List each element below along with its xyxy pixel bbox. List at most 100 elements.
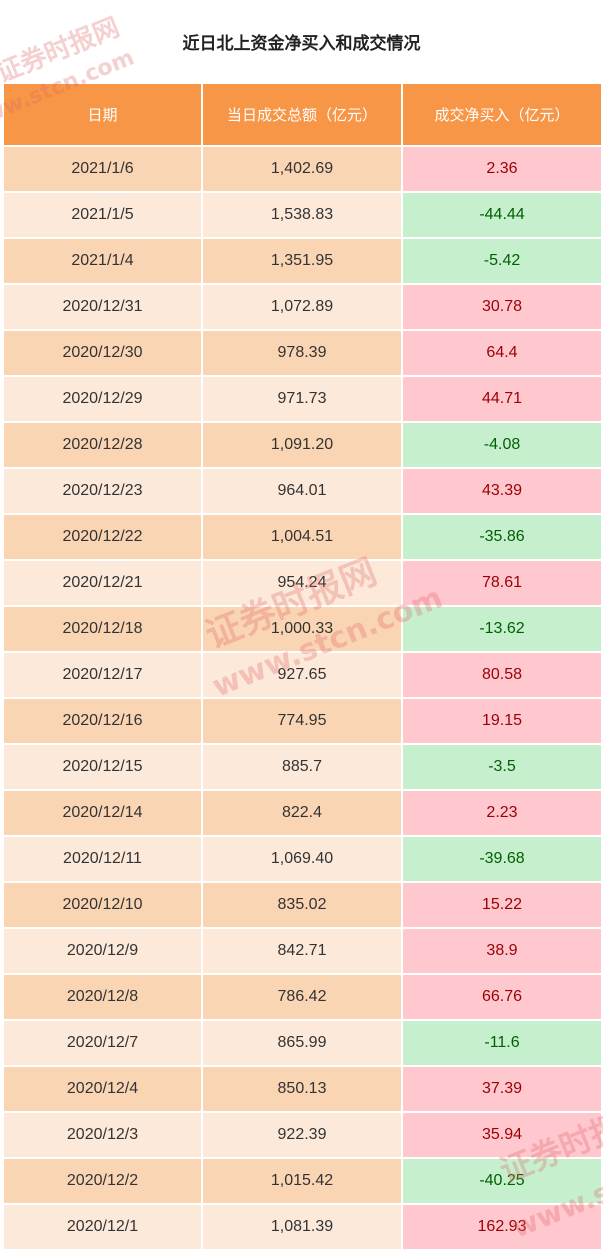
cell-net-buy: 162.93 [401,1203,603,1251]
table-row: 2020/12/11 1,069.40 -39.68 [2,835,603,883]
cell-total-turnover: 1,081.39 [201,1203,403,1251]
table-row: 2021/1/6 1,402.69 2.36 [2,145,603,193]
table-row: 2020/12/3 922.39 35.94 [2,1111,603,1159]
cell-total-turnover: 885.7 [201,743,403,791]
cell-net-buy: 2.36 [401,145,603,193]
cell-date: 2020/12/22 [2,513,203,561]
table-row: 2020/12/1 1,081.39 162.93 [2,1203,603,1251]
cell-date: 2020/12/14 [2,789,203,837]
cell-net-buy: 44.71 [401,375,603,423]
northbound-funds-table: 日期 当日成交总额（亿元） 成交净买入（亿元） 2021/1/6 1,402.69… [2,82,603,1251]
cell-date: 2020/12/28 [2,421,203,469]
cell-net-buy: -35.86 [401,513,603,561]
cell-total-turnover: 1,004.51 [201,513,403,561]
cell-date: 2020/12/9 [2,927,203,975]
header-date: 日期 [2,82,203,147]
cell-date: 2020/12/23 [2,467,203,515]
cell-total-turnover: 850.13 [201,1065,403,1113]
cell-total-turnover: 1,402.69 [201,145,403,193]
table-row: 2020/12/9 842.71 38.9 [2,927,603,975]
cell-net-buy: 43.39 [401,467,603,515]
cell-total-turnover: 954.24 [201,559,403,607]
cell-total-turnover: 774.95 [201,697,403,745]
cell-total-turnover: 927.65 [201,651,403,699]
cell-net-buy: -40.25 [401,1157,603,1205]
cell-total-turnover: 865.99 [201,1019,403,1067]
cell-net-buy: -39.68 [401,835,603,883]
cell-total-turnover: 922.39 [201,1111,403,1159]
cell-total-turnover: 1,069.40 [201,835,403,883]
cell-total-turnover: 1,091.20 [201,421,403,469]
cell-net-buy: 64.4 [401,329,603,377]
table-row: 2020/12/8 786.42 66.76 [2,973,603,1021]
cell-net-buy: 35.94 [401,1111,603,1159]
cell-date: 2020/12/30 [2,329,203,377]
cell-total-turnover: 1,000.33 [201,605,403,653]
cell-date: 2020/12/8 [2,973,203,1021]
cell-date: 2020/12/15 [2,743,203,791]
cell-date: 2020/12/17 [2,651,203,699]
cell-date: 2020/12/4 [2,1065,203,1113]
cell-net-buy: 15.22 [401,881,603,929]
cell-net-buy: 66.76 [401,973,603,1021]
cell-net-buy: 2.23 [401,789,603,837]
cell-date: 2020/12/2 [2,1157,203,1205]
cell-net-buy: -13.62 [401,605,603,653]
table-row: 2020/12/4 850.13 37.39 [2,1065,603,1113]
table-title: 近日北上资金净买入和成交情况 [182,33,421,54]
cell-net-buy: -4.08 [401,421,603,469]
cell-date: 2020/12/18 [2,605,203,653]
cell-net-buy: -3.5 [401,743,603,791]
table-row: 2020/12/14 822.4 2.23 [2,789,603,837]
cell-total-turnover: 1,351.95 [201,237,403,285]
cell-date: 2020/12/31 [2,283,203,331]
header-row: 日期 当日成交总额（亿元） 成交净买入（亿元） [2,82,603,147]
cell-net-buy: 19.15 [401,697,603,745]
table-row: 2020/12/30 978.39 64.4 [2,329,603,377]
table-row: 2020/12/23 964.01 43.39 [2,467,603,515]
cell-total-turnover: 822.4 [201,789,403,837]
cell-net-buy: 37.39 [401,1065,603,1113]
cell-total-turnover: 1,538.83 [201,191,403,239]
table-row: 2020/12/7 865.99 -11.6 [2,1019,603,1067]
cell-date: 2020/12/21 [2,559,203,607]
table-row: 2020/12/10 835.02 15.22 [2,881,603,929]
cell-net-buy: 30.78 [401,283,603,331]
cell-date: 2020/12/1 [2,1203,203,1251]
cell-total-turnover: 1,072.89 [201,283,403,331]
cell-date: 2021/1/5 [2,191,203,239]
cell-total-turnover: 978.39 [201,329,403,377]
cell-net-buy: 78.61 [401,559,603,607]
table-row: 2020/12/29 971.73 44.71 [2,375,603,423]
cell-date: 2020/12/7 [2,1019,203,1067]
cell-date: 2020/12/11 [2,835,203,883]
cell-net-buy: 80.58 [401,651,603,699]
table-row: 2021/1/5 1,538.83 -44.44 [2,191,603,239]
cell-net-buy: -5.42 [401,237,603,285]
cell-total-turnover: 1,015.42 [201,1157,403,1205]
table-row: 2020/12/22 1,004.51 -35.86 [2,513,603,561]
header-total-turnover: 当日成交总额（亿元） [201,82,403,147]
table-row: 2020/12/18 1,000.33 -13.62 [2,605,603,653]
table-row: 2020/12/15 885.7 -3.5 [2,743,603,791]
table-row: 2021/1/4 1,351.95 -5.42 [2,237,603,285]
cell-total-turnover: 964.01 [201,467,403,515]
cell-total-turnover: 835.02 [201,881,403,929]
table-row: 2020/12/31 1,072.89 30.78 [2,283,603,331]
table-row: 2020/12/21 954.24 78.61 [2,559,603,607]
cell-date: 2020/12/29 [2,375,203,423]
table-row: 2020/12/28 1,091.20 -4.08 [2,421,603,469]
table-row: 2020/12/16 774.95 19.15 [2,697,603,745]
cell-total-turnover: 786.42 [201,973,403,1021]
cell-date: 2021/1/6 [2,145,203,193]
cell-total-turnover: 971.73 [201,375,403,423]
cell-date: 2020/12/16 [2,697,203,745]
table-row: 2020/12/2 1,015.42 -40.25 [2,1157,603,1205]
cell-date: 2020/12/10 [2,881,203,929]
cell-total-turnover: 842.71 [201,927,403,975]
cell-date: 2020/12/3 [2,1111,203,1159]
table-row: 2020/12/17 927.65 80.58 [2,651,603,699]
cell-net-buy: 38.9 [401,927,603,975]
cell-date: 2021/1/4 [2,237,203,285]
cell-net-buy: -44.44 [401,191,603,239]
